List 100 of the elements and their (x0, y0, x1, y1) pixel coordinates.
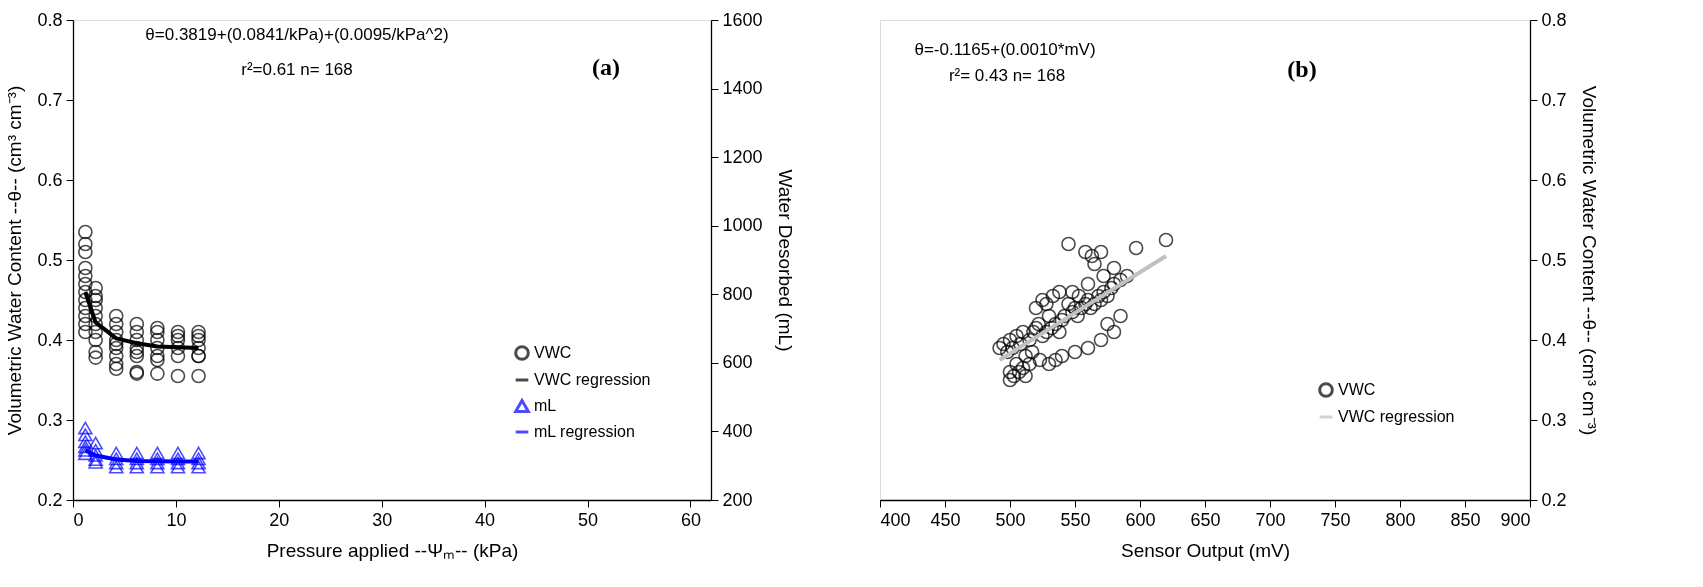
y-tick-label: 0.2 (37, 489, 63, 510)
point (170, 456, 186, 470)
x-tick-label: 60 (680, 509, 701, 530)
point (78, 421, 93, 435)
point (108, 324, 124, 340)
point (78, 260, 93, 276)
y2-axis-title: Water Desorbed (mL) (774, 169, 796, 352)
x-tick-label: 30 (372, 509, 393, 530)
y2-tick-label: 0.6 (1541, 169, 1567, 190)
x-tick-label: 10 (166, 509, 187, 530)
point (150, 456, 165, 470)
legend-label: VWC regression (1338, 408, 1455, 425)
x-tick-label: 650 (1190, 509, 1221, 530)
y2-tick-label: 0.3 (1541, 409, 1567, 430)
point (129, 332, 145, 348)
annotation: θ=0.3819+(0.0841/kPa)+(0.0095/kPa^2) (145, 25, 449, 44)
y2-tick-label: 0.5 (1541, 249, 1567, 270)
x-axis-title: Pressure applied --Ψₘ-- (kPa) (266, 539, 519, 561)
y-axis-title: Volumetric Water Content --θ-- (cm³ cm⁻³) (4, 85, 26, 436)
point (129, 460, 145, 474)
point (78, 268, 93, 284)
point (78, 308, 93, 324)
point (170, 340, 186, 356)
point (108, 452, 124, 466)
point (88, 448, 103, 462)
point (88, 350, 103, 365)
point (108, 340, 124, 356)
point (150, 320, 165, 336)
point (78, 428, 93, 442)
point (129, 452, 145, 466)
point (150, 352, 165, 368)
point (108, 316, 124, 332)
point (78, 292, 93, 308)
point (150, 452, 165, 466)
x-tick-label: 750 (1320, 509, 1351, 530)
legend-label: mL (534, 397, 557, 414)
annotation: (a) (592, 54, 620, 80)
x-axis-title: Sensor Output (mV) (1121, 539, 1290, 561)
point (108, 332, 124, 348)
point (78, 435, 93, 449)
point (78, 324, 93, 340)
annotation: r²=0.61 n= 168 (241, 60, 353, 79)
point (170, 332, 186, 348)
x-tick-label: 900 (1500, 509, 1531, 530)
point (170, 328, 186, 344)
point (150, 348, 165, 364)
legend-label: VWC regression (534, 371, 651, 388)
y-tick-label: 0.4 (37, 329, 63, 350)
x-tick-label: 700 (1255, 509, 1286, 530)
point (88, 316, 103, 332)
point (108, 446, 124, 460)
point (108, 308, 124, 324)
annotation: r²= 0.43 n= 168 (948, 66, 1066, 85)
point (88, 436, 103, 450)
point (88, 280, 103, 296)
point (191, 460, 206, 474)
x-tick-label: 600 (1125, 509, 1156, 530)
point (191, 324, 206, 340)
point (191, 368, 206, 384)
x-tick-label: 50 (578, 509, 599, 530)
point (129, 316, 145, 332)
x-tick-label: 40 (475, 509, 496, 530)
legend-label: VWC (1338, 381, 1376, 398)
point (88, 443, 103, 457)
point (129, 456, 145, 470)
point (150, 324, 165, 340)
point (191, 456, 206, 470)
y2-axis-title: Volumetric Water Content --θ-- (cm³ cm⁻³) (1578, 85, 1600, 436)
point (78, 236, 93, 252)
x-tick-label: 400 (880, 509, 911, 530)
point (88, 332, 103, 348)
point (129, 446, 145, 460)
point (150, 446, 165, 460)
x-tick-label: 800 (1385, 509, 1416, 530)
legend-label: VWC (534, 344, 572, 361)
y-tick-label: 0.7 (37, 89, 63, 110)
point (170, 446, 186, 460)
point (170, 324, 186, 340)
point (191, 446, 206, 460)
point (191, 452, 206, 466)
x-tick-label: 550 (1060, 509, 1091, 530)
point (170, 452, 186, 466)
point (170, 368, 186, 384)
x-tick-label: 850 (1450, 509, 1481, 530)
x-tick-label: 0 (73, 509, 84, 530)
point (108, 348, 124, 364)
annotation: θ=-0.1165+(0.0010*mV) (914, 40, 1096, 59)
y-tick-label: 0.8 (37, 9, 63, 30)
y2-tick-label: 1000 (722, 215, 763, 236)
point (88, 292, 103, 308)
x-tick-label: 500 (995, 509, 1026, 530)
y2-tick-label: 0.4 (1541, 329, 1567, 350)
point (191, 328, 206, 344)
point (78, 284, 93, 300)
point (129, 324, 145, 340)
x-tick-label: 450 (930, 509, 961, 530)
y-tick-label: 0.6 (37, 169, 63, 190)
point (191, 340, 206, 356)
annotation: (b) (1287, 56, 1317, 82)
y-tick-label: 0.3 (37, 409, 63, 430)
